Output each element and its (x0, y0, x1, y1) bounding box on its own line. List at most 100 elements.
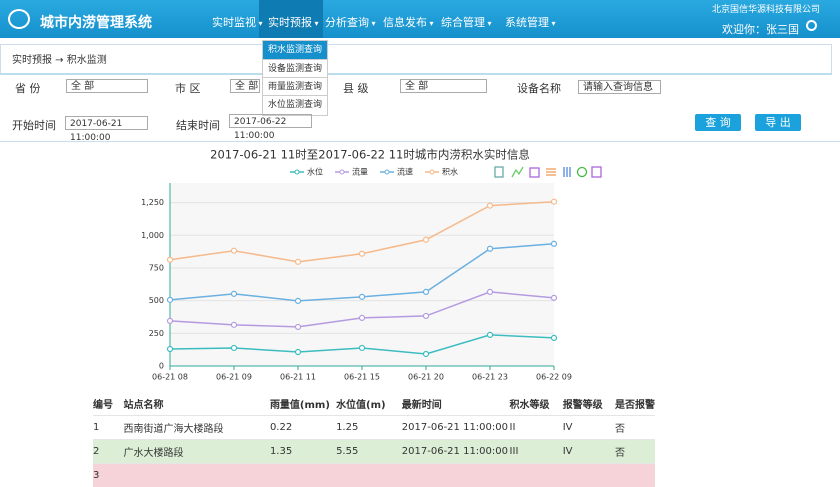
header-row: 编号站点名称雨量值(mm)水位值(m)最新时间积水等级报警等级是否报警 (93, 392, 655, 416)
label: 开始时间 (12, 117, 56, 133)
point (296, 259, 301, 264)
table-row[interactable]: 1西南街道广海大楼路段0.221.252017-06-21 11:00:00II… (93, 416, 655, 440)
point (424, 289, 429, 294)
point (232, 345, 237, 350)
point (360, 315, 365, 320)
cell (563, 464, 615, 487)
cell (336, 464, 402, 487)
point (488, 246, 493, 251)
cell: IV (563, 416, 615, 440)
data-table: 编号站点名称雨量值(mm)水位值(m)最新时间积水等级报警等级是否报警1西南街道… (93, 392, 655, 487)
logo (8, 9, 30, 29)
y-tick-label: 0 (159, 362, 164, 371)
point (296, 324, 301, 329)
nav-item[interactable]: 实时预报 (268, 14, 319, 30)
export-button[interactable]: 导 出 (755, 114, 801, 131)
legend-dot (385, 170, 389, 174)
breadcrumb-bar (0, 44, 832, 75)
input[interactable]: 2017-06-22 11:00:00 (229, 114, 312, 128)
point (360, 251, 365, 256)
cell: 2 (93, 440, 124, 464)
cell: 广水大楼路段 (124, 440, 270, 464)
label: 设备名称 (517, 80, 561, 96)
point (552, 241, 557, 246)
chart-title: 2017-06-21 11时至2017-06-22 11时城市内涝积水实时信息 (210, 148, 530, 162)
label: 省 份 (15, 80, 41, 96)
point (360, 345, 365, 350)
nav-item[interactable]: 分析查询 (325, 14, 376, 30)
plot-bg (170, 183, 554, 366)
x-tick-label: 06-21 23 (472, 373, 508, 382)
x-tick-label: 06-21 09 (216, 373, 252, 382)
point (360, 294, 365, 299)
cell: 否 (615, 416, 655, 440)
point (168, 297, 173, 302)
input[interactable]: 2017-06-21 11:00:00 (65, 116, 148, 130)
cell: 1 (93, 416, 124, 440)
cell: III (510, 440, 563, 464)
point (424, 237, 429, 242)
nav-item[interactable]: 综合管理 (441, 14, 492, 30)
breadcrumb: 实时预报 → 积水监测 (12, 51, 107, 66)
y-tick-label: 1,250 (141, 198, 164, 207)
column-header: 编号 (93, 392, 124, 416)
cell (124, 464, 270, 487)
nav-item[interactable]: 实时监视 (212, 14, 263, 30)
input[interactable]: 请输入查询信息 (578, 80, 661, 94)
cell (402, 464, 510, 487)
menu-item[interactable]: 积水监测查询 (262, 40, 328, 61)
point (296, 350, 301, 355)
x-tick-label: 06-21 11 (280, 373, 316, 382)
logo-text: 城市内涝管理系统 (40, 12, 152, 32)
column-header: 报警等级 (563, 392, 615, 416)
point (424, 351, 429, 356)
point (168, 347, 173, 352)
x-tick-label: 06-22 09 (536, 373, 572, 382)
cell (270, 464, 336, 487)
select[interactable]: 全 部 (230, 79, 260, 93)
table-row[interactable]: 2广水大楼路段1.355.552017-06-21 11:00:00IIIIV否 (93, 440, 655, 464)
cell: 2017-06-21 11:00:00 (402, 440, 510, 464)
page: 城市内涝管理系统 实时监视 实时预报 分析查询 信息发布 综合管理 系统管理 北… (0, 0, 840, 472)
cell (615, 464, 655, 487)
label: 市 区 (175, 80, 201, 96)
settings-icon[interactable] (806, 20, 817, 31)
cell: 5.55 (336, 440, 402, 464)
nav-item[interactable]: 信息发布 (383, 14, 434, 30)
label: 县 级 (343, 80, 369, 96)
company: 北京国信华源科技有限公司 (712, 2, 820, 15)
point (424, 313, 429, 318)
point (488, 332, 493, 337)
cell: II (510, 416, 563, 440)
y-tick-label: 1,000 (141, 231, 164, 240)
select[interactable]: 全 部 (400, 79, 487, 93)
select[interactable]: 全 部 (66, 79, 148, 93)
point (168, 257, 173, 262)
cell: 3 (93, 464, 124, 487)
x-tick-label: 06-21 20 (408, 373, 444, 382)
cell: 否 (615, 440, 655, 464)
query-button[interactable]: 查 询 (695, 114, 741, 131)
cell: 西南街道广海大楼路段 (124, 416, 270, 440)
table-row[interactable]: 3 (93, 464, 655, 487)
legend-dot (340, 170, 344, 174)
legend-dot (430, 170, 434, 174)
column-header: 站点名称 (124, 392, 270, 416)
cell: 2017-06-21 11:00:00 (402, 416, 510, 440)
menu-item[interactable]: 水位监测查询 (262, 95, 328, 116)
y-tick-label: 500 (149, 296, 164, 305)
point (488, 289, 493, 294)
legend-label: 流速 (397, 167, 413, 177)
user[interactable]: 欢迎你：张三国 (722, 21, 799, 37)
point (552, 335, 557, 340)
point (488, 203, 493, 208)
point (232, 322, 237, 327)
nav-item[interactable]: 系统管理 (505, 14, 556, 30)
column-header: 积水等级 (510, 392, 563, 416)
point (232, 248, 237, 253)
cell: 1.25 (336, 416, 402, 440)
divider (0, 141, 840, 142)
cell: IV (563, 440, 615, 464)
y-tick-label: 750 (149, 263, 164, 272)
point (296, 298, 301, 303)
